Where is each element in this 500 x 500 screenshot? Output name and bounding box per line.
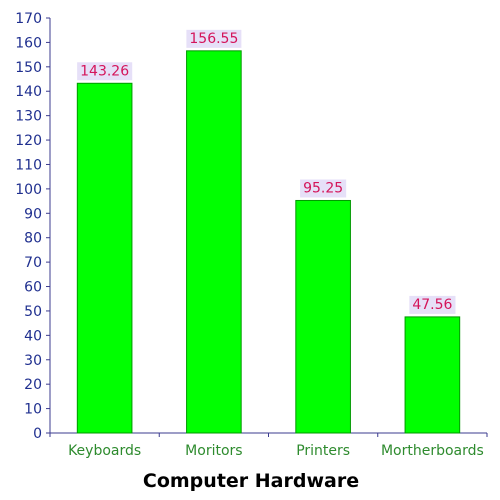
y-axis: 0 10 20 30 40 50 60 70 80 90 100 110 120 130 140 150 160… <box>15 11 51 442</box>
data-label-text: 143.26 <box>80 63 129 79</box>
y-tick-label: 80 <box>24 231 42 247</box>
data-label-text: 47.56 <box>412 297 452 313</box>
y-tick-label: 140 <box>15 84 42 100</box>
bar-keyboards <box>76 82 133 434</box>
data-label: 95.25 <box>300 179 347 198</box>
bar-mortherboards <box>404 316 461 434</box>
y-tick-label: 90 <box>24 206 42 222</box>
x-tick-label: Mortherboards <box>381 443 484 459</box>
y-tick-label: 110 <box>15 157 42 173</box>
data-label-background <box>77 62 133 81</box>
y-tick-label: 100 <box>15 182 42 198</box>
y-tick-label: 50 <box>24 304 42 320</box>
y-tick-label: 150 <box>15 60 42 76</box>
data-label-text: 156.55 <box>189 31 238 47</box>
data-label-background <box>409 295 456 314</box>
data-label: 156.55 <box>186 29 242 48</box>
y-tick-label: 20 <box>24 377 42 393</box>
x-tick-label: Moritors <box>185 443 242 459</box>
x-axis: Keyboards Moritors Printers Mortherboards <box>49 432 488 459</box>
y-tick-label: 160 <box>15 35 42 51</box>
y-tick-label: 10 <box>24 402 42 418</box>
bars <box>76 50 461 434</box>
x-axis-title: Computer Hardware <box>143 470 359 492</box>
y-tick-label: 130 <box>15 109 42 125</box>
y-tick-label: 40 <box>24 328 42 344</box>
y-tick-label: 60 <box>24 280 42 296</box>
y-tick-label: 70 <box>24 255 42 271</box>
data-label-background <box>186 29 242 48</box>
y-tick-label: 170 <box>15 11 42 27</box>
data-label: 143.26 <box>77 62 133 81</box>
x-tick-label: Printers <box>296 443 350 459</box>
y-tick-label: 30 <box>24 353 42 369</box>
bar-printers <box>295 199 351 434</box>
x-tick-label: Keyboards <box>68 443 141 459</box>
y-tick-label: 120 <box>15 133 42 149</box>
y-tick-label: 0 <box>33 426 42 442</box>
data-label-text: 95.25 <box>303 180 343 196</box>
data-label: 47.56 <box>409 295 456 314</box>
data-labels: 143.26 156.55 95.25 47.56 <box>77 29 456 314</box>
data-label-background <box>300 179 347 198</box>
bar-moritors <box>186 50 242 434</box>
